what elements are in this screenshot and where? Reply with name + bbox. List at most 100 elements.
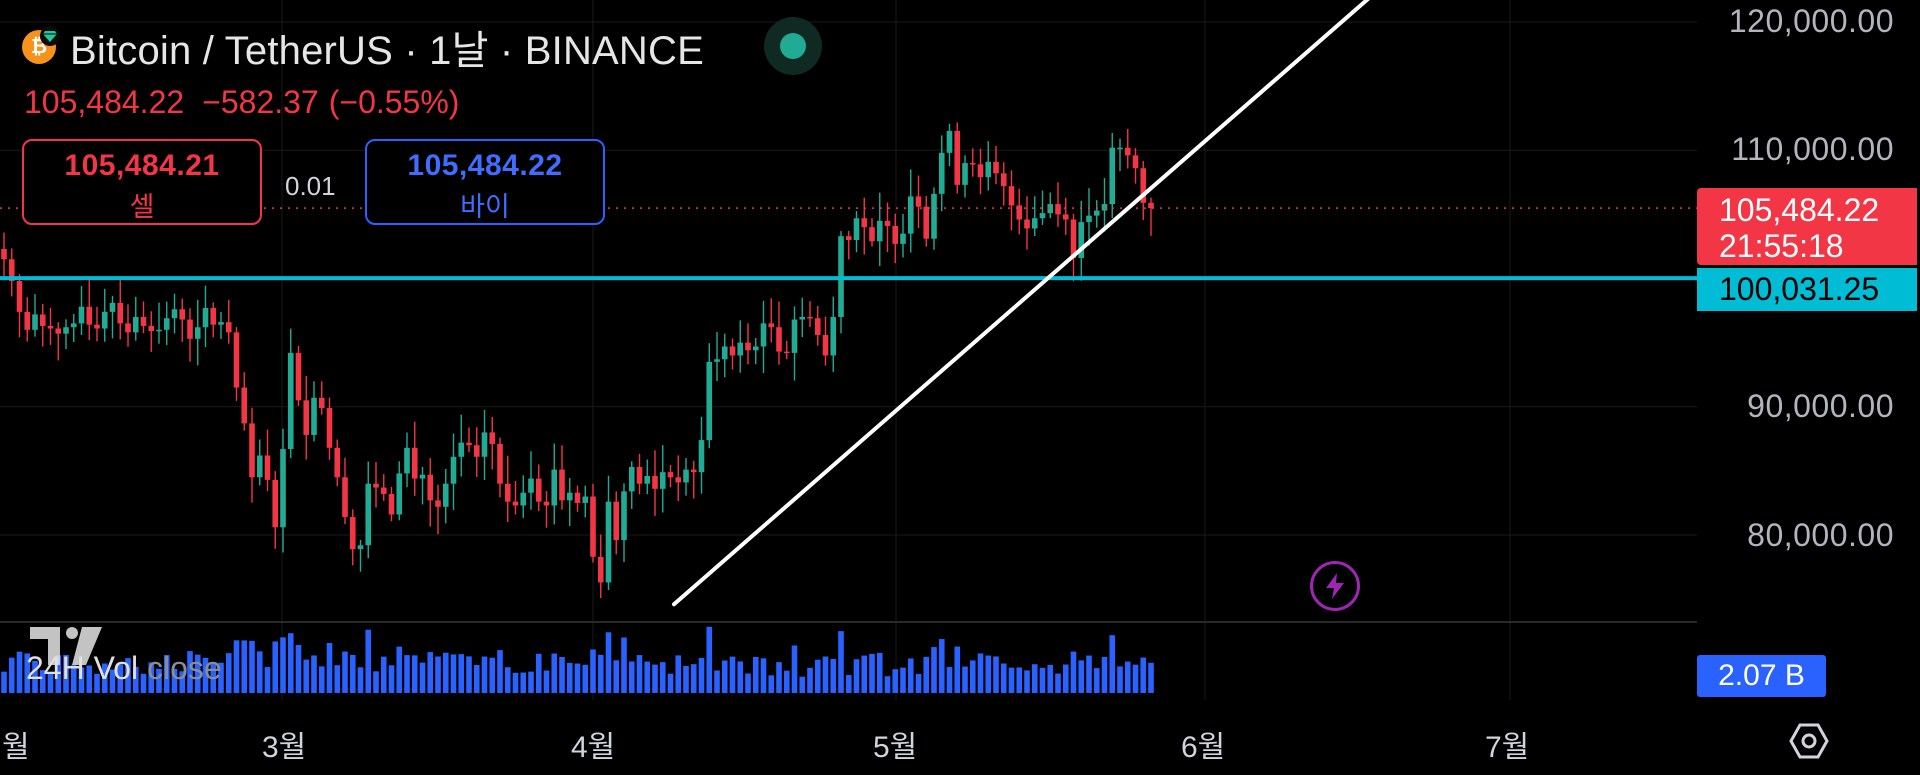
candle-body <box>489 432 496 444</box>
sell-price: 105,484.21 <box>64 149 220 182</box>
candle-body <box>202 307 209 328</box>
volume-bar <box>24 653 31 693</box>
candle-body <box>590 496 596 557</box>
volume-bar <box>70 665 77 693</box>
sell-button[interactable]: 105,484.21 셀 <box>22 139 262 225</box>
volume-bar <box>101 663 108 693</box>
candle-body <box>845 236 852 241</box>
candle-body <box>55 328 62 334</box>
volume-bar <box>396 646 403 693</box>
volume-bar <box>752 656 759 693</box>
volume-indicator-label[interactable]: 24H Vol close <box>26 650 222 687</box>
buy-button[interactable]: 105,484.22 바이 <box>365 139 605 225</box>
volume-bar <box>892 669 899 693</box>
market-status-icon[interactable] <box>764 17 822 75</box>
candle-body <box>706 361 713 441</box>
candle-body <box>946 131 953 153</box>
volume-bar <box>652 664 658 693</box>
volume-bar <box>78 667 85 693</box>
volume-bar <box>1031 664 1038 693</box>
volume-bar <box>535 653 542 693</box>
volume-bar <box>559 657 565 693</box>
candle-body <box>171 309 178 319</box>
volume-bar <box>838 631 844 693</box>
candle-body <box>1039 213 1046 219</box>
volume-bar <box>303 659 310 693</box>
volume-bar <box>210 663 217 693</box>
volume-bar <box>225 653 232 693</box>
candle-body <box>450 456 457 484</box>
volume-bar <box>667 673 674 693</box>
candle-body <box>884 220 891 226</box>
lightning-icon[interactable] <box>1310 561 1360 611</box>
volume-bar <box>427 652 434 693</box>
volume-bar <box>388 665 395 693</box>
spread-value: 0.01 <box>285 171 336 201</box>
volume-bar <box>1101 656 1108 693</box>
volume-bar <box>1070 651 1077 693</box>
candle-body <box>132 316 139 333</box>
volume-bar <box>853 659 860 693</box>
settings-icon[interactable] <box>1789 721 1829 761</box>
candle-body <box>24 311 31 330</box>
volume-bar <box>799 676 806 693</box>
volume-bar <box>179 671 186 693</box>
volume-bar <box>969 660 976 693</box>
volume-bar <box>1024 670 1030 693</box>
candle-body <box>109 302 116 312</box>
price-summary: 105,484.22 −582.37 (−0.55%) <box>24 84 477 121</box>
tradingview-logo[interactable] <box>30 625 110 667</box>
candle-body <box>962 163 968 185</box>
symbol-title[interactable]: Bitcoin / TetherUS · 1날 · BINANCE <box>70 29 704 73</box>
volume-bar <box>241 640 248 693</box>
candle-body <box>799 316 806 320</box>
volume-bar <box>791 645 798 693</box>
volume-bar <box>729 656 736 693</box>
volume-bar <box>295 644 302 693</box>
symbol-header[interactable]: ₿ Bitcoin / TetherUS · 1날 · BINANCE <box>22 18 704 76</box>
candle-body <box>791 319 798 353</box>
candle-body <box>566 492 573 501</box>
candle-body <box>125 323 131 333</box>
volume-bar <box>357 667 364 693</box>
candle-body <box>280 449 286 528</box>
volume-bar <box>264 667 271 693</box>
candle-body <box>194 327 201 339</box>
candle-body <box>977 164 984 178</box>
volume-bar <box>318 666 325 693</box>
candle-body <box>473 445 480 457</box>
volume-bar <box>187 651 193 693</box>
volume-bar <box>923 656 930 693</box>
candle-body <box>1024 219 1030 229</box>
candle-body <box>78 306 85 324</box>
candle-body <box>241 387 248 424</box>
volume-bar <box>1109 635 1116 693</box>
candle-body <box>822 334 829 356</box>
volume-bar <box>249 640 255 693</box>
volume-bar <box>861 655 868 693</box>
candle-body <box>380 487 387 494</box>
candle-body <box>1031 218 1038 229</box>
volume-bar <box>342 651 348 693</box>
volume-bar <box>1055 673 1061 693</box>
volume-bar <box>163 655 170 693</box>
candle-body <box>396 473 403 515</box>
volume-bar <box>954 646 961 693</box>
candle-body <box>311 397 317 435</box>
volume-bar <box>807 667 813 693</box>
candle-body <box>388 493 395 515</box>
candle-body <box>1055 204 1061 215</box>
candle-body <box>47 325 54 329</box>
candle-body <box>140 316 147 326</box>
candle-body <box>1047 204 1054 214</box>
candle-body <box>295 352 302 401</box>
volume-bar <box>621 637 627 693</box>
bar-countdown: 21:55:18 <box>1719 228 1844 264</box>
candle-body <box>853 218 860 241</box>
volume-bar <box>566 662 573 693</box>
candle-body <box>543 501 550 506</box>
volume-bar <box>233 640 240 693</box>
candle-body <box>256 455 263 478</box>
candle-body <box>1093 210 1100 216</box>
